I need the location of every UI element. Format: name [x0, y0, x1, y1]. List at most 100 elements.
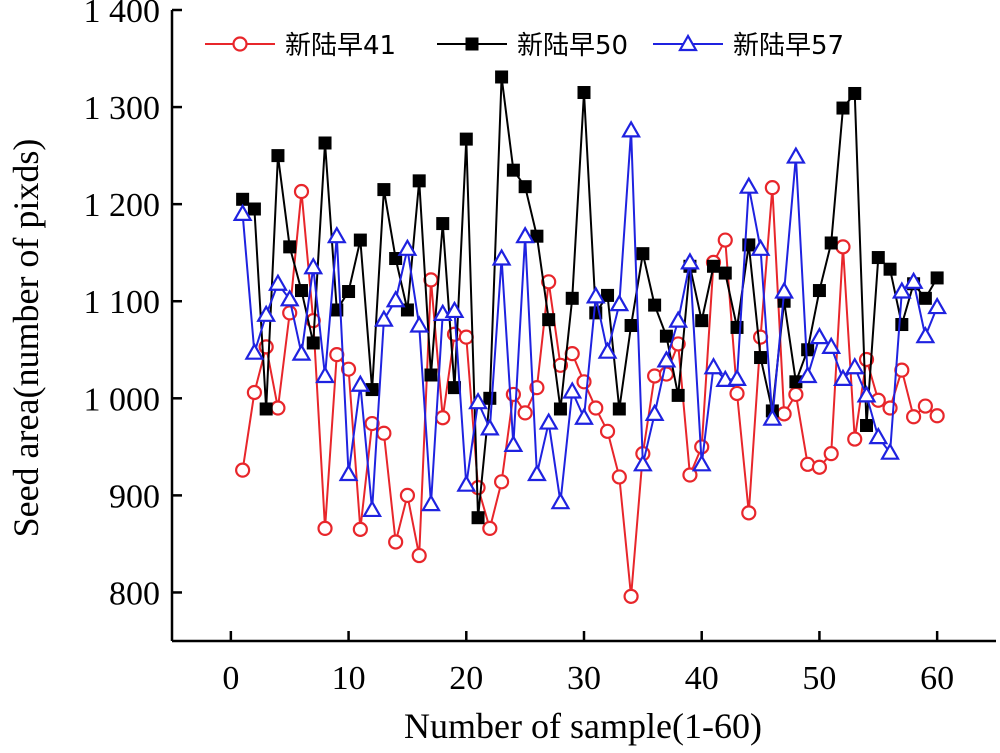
x-tick-label: 40	[685, 660, 719, 697]
data-point	[235, 462, 251, 478]
data-point	[609, 293, 630, 312]
x-tick-label: 50	[802, 660, 836, 697]
data-point	[706, 259, 720, 273]
data-point	[318, 136, 332, 150]
data-point	[918, 291, 932, 305]
data-point	[848, 86, 862, 100]
series-layer	[232, 70, 948, 604]
data-point	[632, 454, 653, 472]
data-point	[774, 281, 795, 299]
data-point	[797, 365, 818, 384]
data-point	[577, 86, 591, 100]
data-point	[435, 410, 451, 426]
y-tick-label: 900	[109, 478, 160, 515]
data-point	[565, 291, 579, 305]
data-point	[836, 101, 850, 115]
data-point	[541, 274, 557, 290]
data-point	[553, 402, 567, 416]
data-point	[811, 459, 828, 475]
data-point	[283, 240, 297, 254]
data-point	[611, 469, 627, 485]
data-point	[754, 351, 768, 365]
legend-marker	[678, 33, 698, 52]
data-point	[542, 313, 556, 327]
legend-label: 新陆早41	[285, 31, 396, 61]
data-point	[399, 487, 416, 503]
data-point	[491, 248, 512, 266]
data-point	[929, 408, 945, 424]
data-point	[340, 361, 357, 377]
legend-label: 新陆早57	[733, 31, 844, 61]
data-point	[844, 357, 865, 375]
data-point	[412, 174, 426, 188]
data-point	[833, 368, 853, 386]
data-point	[373, 309, 394, 327]
data-point	[458, 329, 474, 345]
data-point	[703, 357, 724, 375]
data-point	[494, 474, 510, 490]
data-point	[671, 388, 685, 402]
data-point	[574, 407, 594, 425]
data-point	[668, 310, 689, 328]
data-point	[738, 176, 759, 194]
data-point	[232, 203, 253, 221]
data-point	[538, 412, 559, 430]
data-point	[915, 325, 936, 344]
data-point	[317, 520, 333, 536]
data-point	[444, 300, 465, 319]
y-tick-label: 1 100	[84, 284, 161, 321]
data-point	[644, 403, 665, 421]
data-point	[883, 262, 897, 276]
data-point	[729, 385, 745, 402]
data-point	[505, 386, 521, 403]
data-point	[871, 251, 885, 265]
data-point	[727, 368, 747, 386]
data-point	[247, 202, 261, 216]
y-tick-label: 800	[109, 575, 160, 612]
data-point	[717, 232, 733, 248]
legend-item: 新陆早41	[205, 31, 396, 61]
data-point	[244, 342, 265, 360]
data-point	[648, 298, 662, 312]
data-point	[624, 319, 638, 332]
data-point	[917, 398, 933, 414]
data-point	[868, 426, 889, 445]
data-point	[562, 381, 583, 399]
legend-marker	[232, 36, 248, 52]
data-point	[880, 442, 900, 460]
data-point	[456, 474, 477, 492]
data-point	[812, 284, 826, 298]
x-tick-label: 20	[449, 660, 483, 697]
data-point	[421, 493, 441, 512]
data-point	[824, 236, 838, 250]
data-point	[636, 247, 650, 261]
data-point	[362, 499, 383, 518]
data-point	[246, 384, 262, 401]
data-point	[279, 289, 300, 307]
data-point	[903, 271, 924, 289]
series-line	[241, 76, 939, 518]
data-point	[409, 315, 430, 333]
data-point	[352, 521, 368, 537]
data-point	[550, 491, 571, 510]
data-point	[270, 400, 286, 416]
data-point	[303, 257, 324, 275]
y-tick-label: 1 400	[84, 0, 161, 30]
data-point	[326, 225, 347, 244]
y-axis-label: Seed area(number of pixds)	[6, 139, 46, 538]
x-tick-label: 60	[920, 660, 954, 697]
data-point	[306, 336, 320, 350]
data-point	[479, 418, 500, 436]
data-point	[682, 467, 698, 483]
data-point	[776, 406, 792, 422]
data-point	[315, 365, 335, 384]
data-point	[764, 180, 780, 196]
data-point	[291, 343, 312, 361]
data-point	[468, 391, 488, 410]
data-point	[518, 180, 532, 194]
legend-item: 新陆早57	[653, 31, 844, 61]
data-point	[376, 425, 392, 441]
x-tick-label: 10	[332, 660, 366, 697]
data-point	[342, 285, 356, 299]
